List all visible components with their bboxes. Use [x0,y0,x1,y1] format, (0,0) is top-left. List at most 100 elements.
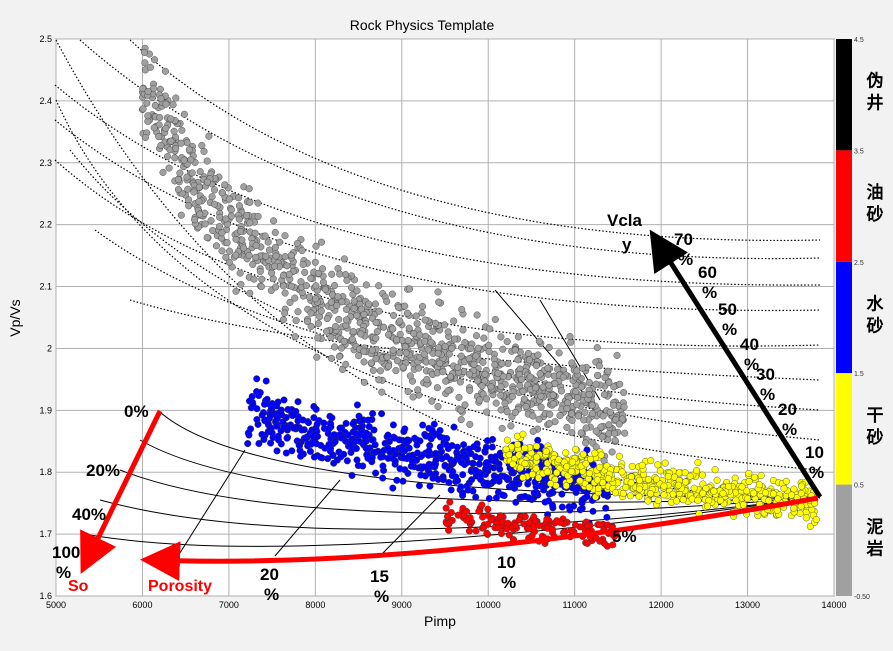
scatter-point [587,455,595,463]
scatter-point [319,265,327,273]
y-tick-label: 2.2 [39,220,52,230]
scatter-point [246,289,254,297]
scatter-point [468,476,476,484]
scatter-point [503,338,511,346]
scatter-point [208,193,216,201]
scatter-point [476,396,484,404]
scatter-point [549,501,557,509]
colorbar-label-char: 砂 [867,316,884,336]
scatter-point [342,419,350,427]
scatter-point [212,242,220,250]
scatter-point [503,474,511,482]
scatter-point [482,443,490,451]
porosity-arrow [140,495,819,582]
scatter-point [373,328,381,336]
scatter-point [205,132,213,140]
scatter-point [618,468,626,476]
vclay-percent-label: 10 [805,443,824,462]
scatter-point [483,408,491,416]
scatter-point [257,283,265,291]
scatter-point [608,448,616,456]
scatter-point [505,451,513,459]
scatter-point [163,153,171,161]
scatter-point [428,427,436,435]
scatter-point [479,390,487,398]
vclay-percent-label: 40 [740,335,759,354]
scatter-point [472,493,480,501]
saturation-curve [119,469,821,514]
scatter-point [497,383,505,391]
scatter-point [414,386,422,394]
scatter-point [498,424,506,432]
scatter-point [719,489,727,497]
scatter-point [738,483,746,491]
scatter-point [177,139,185,147]
scatter-point [432,470,440,478]
scatter-point [681,469,689,477]
scatter-point [521,460,529,468]
scatter-point [611,437,619,445]
scatter-point [603,513,611,521]
scatter-point [578,499,586,507]
scatter-point [529,427,537,435]
scatter-point [476,454,484,462]
scatter-point [430,420,438,428]
scatter-point [466,370,474,378]
scatter-point [319,278,327,286]
scatter-point [365,300,373,308]
scatter-point [227,206,235,214]
scatter-point [184,185,192,193]
scatter-point [416,331,424,339]
scatter-point [325,441,333,449]
scatter-point [595,362,603,370]
scatter-point [139,105,147,113]
y-tick-label: 2.1 [39,282,52,292]
scatter-point [318,238,326,246]
scatter-point [178,126,186,134]
colorbar-label-char: 油 [867,182,884,202]
scatter-point [340,337,348,345]
vclay-percent-label: 50 [718,300,737,319]
scatter-point [535,415,543,423]
scatter-point [324,455,332,463]
colorbar-tick-label: 2.5 [854,260,864,267]
vclay-arrow [649,229,823,499]
scatter-point [514,440,522,448]
scatter-point [610,383,618,391]
scatter-point [466,386,474,394]
scatter-point [372,319,380,327]
scatter-point [307,309,315,317]
vclay-percent-label-percent: % [702,283,717,302]
scatter-point [225,195,233,203]
scatter-point [262,377,270,385]
scatter-point [151,101,159,109]
scatter-point [548,525,556,533]
scatter-point [458,306,466,314]
scatter-point [620,389,628,397]
scatter-point [420,463,428,471]
scatter-point [756,481,764,489]
porosity-percent-label-percent: % [501,573,516,592]
scatter-point [398,446,406,454]
scatter-point [426,482,434,490]
porosity-constant-line [274,479,341,557]
scatter-point [328,414,336,422]
scatter-point [436,427,444,435]
y-tick-label: 1.8 [39,467,52,477]
porosity-percent-label: 10 [497,553,516,572]
scatter-point [439,368,447,376]
scatter-point [261,232,269,240]
scatter-point [636,476,644,484]
scatter-point [166,146,174,154]
scatter-point [141,59,149,67]
scatter-point [414,449,422,457]
porosity-trend-curve [94,229,821,411]
scatter-point [340,255,348,263]
colorbar-label-char: 砂 [867,427,884,447]
scatter-point [235,215,243,223]
vclay-percent-label-percent: % [678,250,693,269]
scatter-point [162,100,170,108]
scatter-points [138,44,820,550]
scatter-point [568,416,576,424]
scatter-point [290,411,298,419]
